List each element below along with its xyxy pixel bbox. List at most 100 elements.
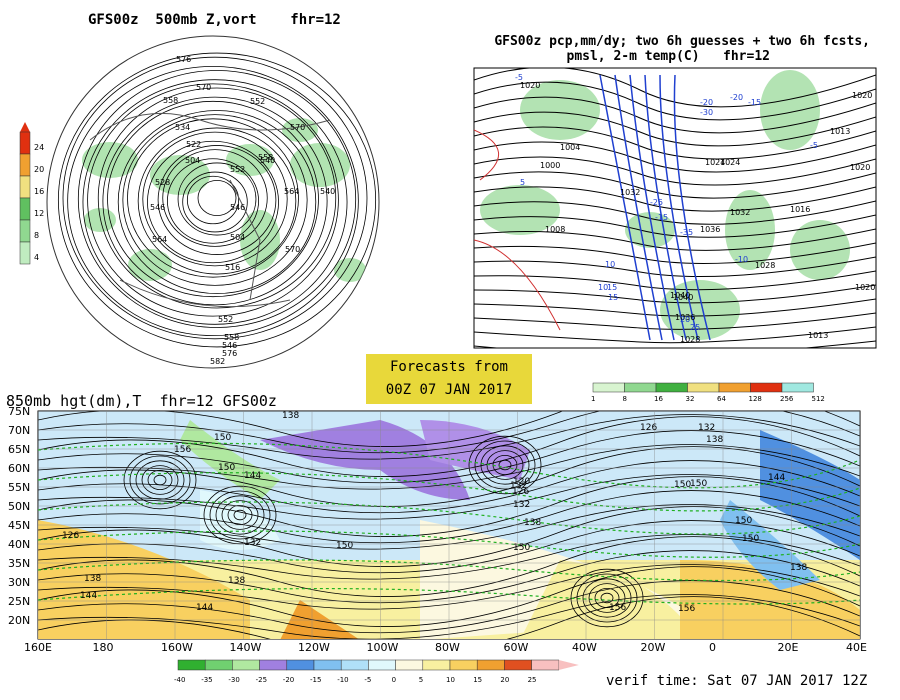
temp-label: -15 [748, 98, 761, 107]
temp-swatch [368, 659, 396, 671]
lat-label: 70N [8, 424, 31, 437]
height-contour [177, 162, 257, 236]
temp-bar-label: 0 [392, 676, 396, 684]
pressure-label: 1008 [545, 225, 565, 234]
isobar [474, 171, 876, 199]
scale-swatch [19, 153, 31, 177]
height-label: 150 [674, 480, 691, 490]
height-contour [38, 594, 860, 639]
temp-swatch [504, 659, 532, 671]
vort-blob [226, 144, 274, 176]
scale-label: 24 [34, 143, 44, 152]
temp-line [644, 74, 687, 341]
polar-map-500mb: 5765705585345225045525405285465645525465… [46, 35, 380, 369]
pcp-label: 1 [591, 395, 595, 403]
pressure-label: 1020 [520, 81, 540, 90]
contour-label: 546 [230, 203, 245, 212]
height-label: 144 [244, 471, 261, 481]
scale-swatch [19, 197, 31, 221]
temp-bar-label: -35 [201, 676, 212, 684]
lat-label: 35N [8, 557, 31, 570]
contour-label: 528 [155, 178, 170, 187]
pcp-label: 8 [623, 395, 627, 403]
height-contour [122, 114, 308, 286]
scale-label: 16 [34, 187, 44, 196]
alaska [180, 420, 280, 500]
africa-warm [680, 560, 860, 639]
temp-label: -20 [730, 93, 743, 102]
contour-label: 576 [222, 349, 237, 358]
temp-bar-label: -40 [174, 676, 185, 684]
pressure-label: 1028 [680, 335, 700, 344]
height-label: 156 [174, 445, 191, 455]
temp-bar-label: -5 [364, 676, 371, 684]
temp-swatch [422, 659, 451, 671]
height-label: 138 [524, 518, 541, 528]
precip-area [520, 80, 600, 140]
pressure-center [147, 469, 173, 490]
height-contour [38, 490, 860, 544]
panel-pcp-title-1: GFS00z pcp,mm/dy; two 6h guesses + two 6… [494, 34, 870, 49]
height-contour [166, 158, 259, 244]
height-contour [137, 127, 297, 275]
height-label: 144 [80, 591, 97, 601]
contour-label: 576 [176, 55, 191, 64]
isobar [474, 214, 876, 238]
pressure-center [221, 500, 259, 530]
temp-label: -10 [735, 255, 748, 264]
contour-label: 522 [186, 140, 201, 149]
temp-bar-label: -15 [310, 676, 321, 684]
height-contour [62, 56, 368, 340]
pressure-center [582, 578, 632, 618]
temp-contour [38, 587, 860, 605]
temp-label: 5 [520, 178, 525, 187]
pcp-swatch [781, 382, 814, 393]
precip-area [790, 220, 850, 280]
precip-colorbar: 1 8 16 32 64 128 256 512 [591, 382, 825, 403]
lat-label: 30N [8, 576, 31, 589]
vort-blob [282, 118, 318, 142]
isobar [474, 228, 876, 251]
isobar [474, 326, 876, 344]
vort-scale: 24 20 16 12 8 4 [19, 122, 44, 265]
pressure-center [588, 583, 626, 613]
lon-label: 20E [777, 641, 799, 654]
lon-label: 80W [435, 641, 460, 654]
cold-hudson [420, 420, 530, 480]
height-label: 126 [640, 423, 657, 433]
height-label: 126 [62, 531, 79, 541]
lat-label: 40N [8, 538, 31, 551]
height-label: 120 [513, 477, 530, 487]
contour-label: 552 [230, 165, 245, 174]
lon-label: 120W [298, 641, 330, 654]
pressure-center [209, 490, 271, 540]
pressure-label: 1020 [855, 283, 875, 292]
pressure-label: 1016 [790, 205, 810, 214]
pressure-center [600, 592, 614, 604]
scale-arrow [20, 122, 30, 132]
contour-label: 534 [175, 123, 190, 132]
height-label: 144 [196, 603, 213, 613]
temp-colorbar: -40 -35 -30 -25 -20 -15 -10 -5 0 5 10 15 20 25 [174, 659, 579, 684]
isobar [474, 186, 876, 212]
pressure-label: 1028 [755, 261, 775, 270]
pcp-swatch [592, 382, 625, 393]
lon-label: 180 [92, 641, 114, 654]
lat-label: 60N [8, 462, 31, 475]
height-contour [38, 460, 860, 514]
height-contour [117, 110, 317, 294]
height-contour [77, 70, 357, 328]
temp-arrow [558, 660, 579, 670]
temp-bar-label: 10 [446, 676, 455, 684]
height-contour [38, 414, 860, 460]
height-label: 138 [790, 563, 807, 573]
temp-contour [38, 559, 860, 582]
isobar [474, 126, 876, 160]
forecast-box: Forecasts from 00Z 07 JAN 2017 [366, 354, 532, 404]
height-label: 150 [735, 516, 752, 526]
temp-swatch [177, 659, 206, 671]
isobar [474, 111, 876, 147]
height-label: 138 [282, 411, 299, 421]
isobar [474, 284, 876, 304]
